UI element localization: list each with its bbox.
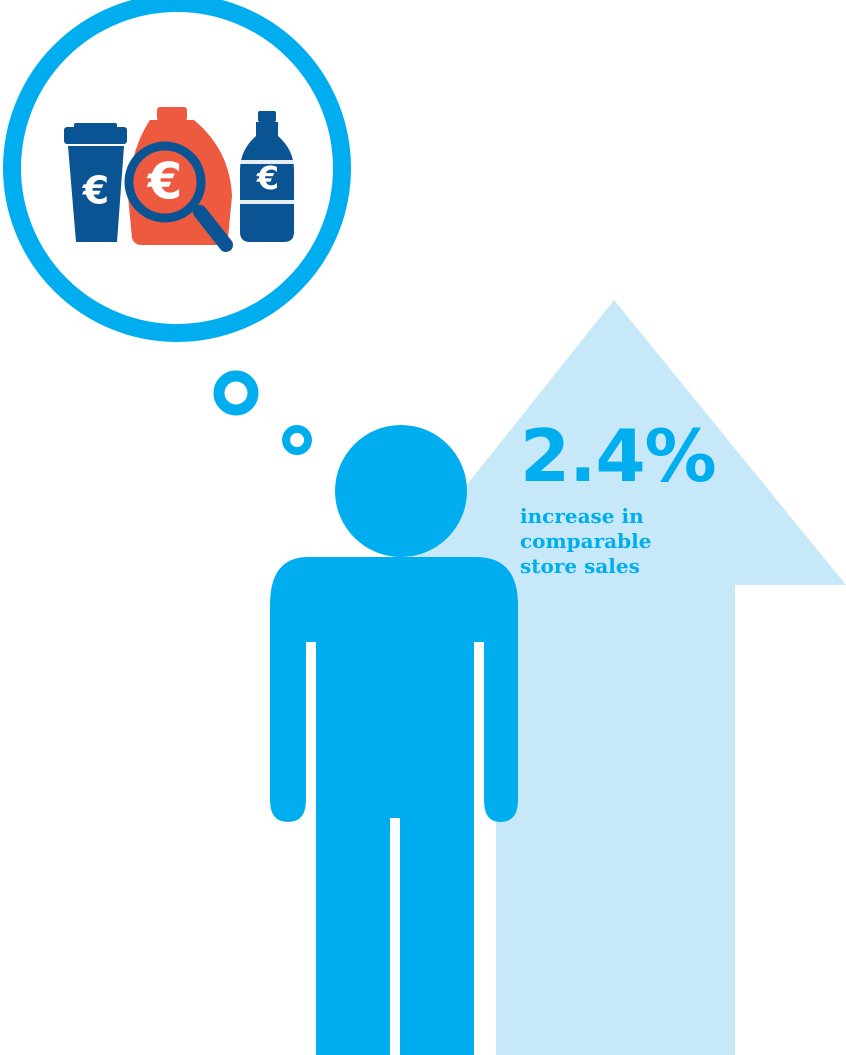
stat-label: increase in comparable store sales xyxy=(520,504,652,578)
thought-dot-large xyxy=(213,370,259,416)
coffee-cup-icon: € xyxy=(64,123,127,242)
person-body xyxy=(270,557,518,1055)
currency-symbol: € xyxy=(82,169,109,213)
thought-dot-small xyxy=(282,425,312,455)
currency-symbol: € xyxy=(147,153,183,211)
person-icon xyxy=(270,425,518,1055)
water-bottle-icon: € xyxy=(238,111,296,242)
stat-block: 2.4% increase in comparable store sales xyxy=(520,418,740,579)
up-arrow-icon xyxy=(387,300,846,1055)
magnifier-icon: € xyxy=(124,141,233,252)
person-head xyxy=(335,425,467,557)
currency-symbol: € xyxy=(256,159,279,197)
stat-value: 2.4% xyxy=(520,414,717,498)
